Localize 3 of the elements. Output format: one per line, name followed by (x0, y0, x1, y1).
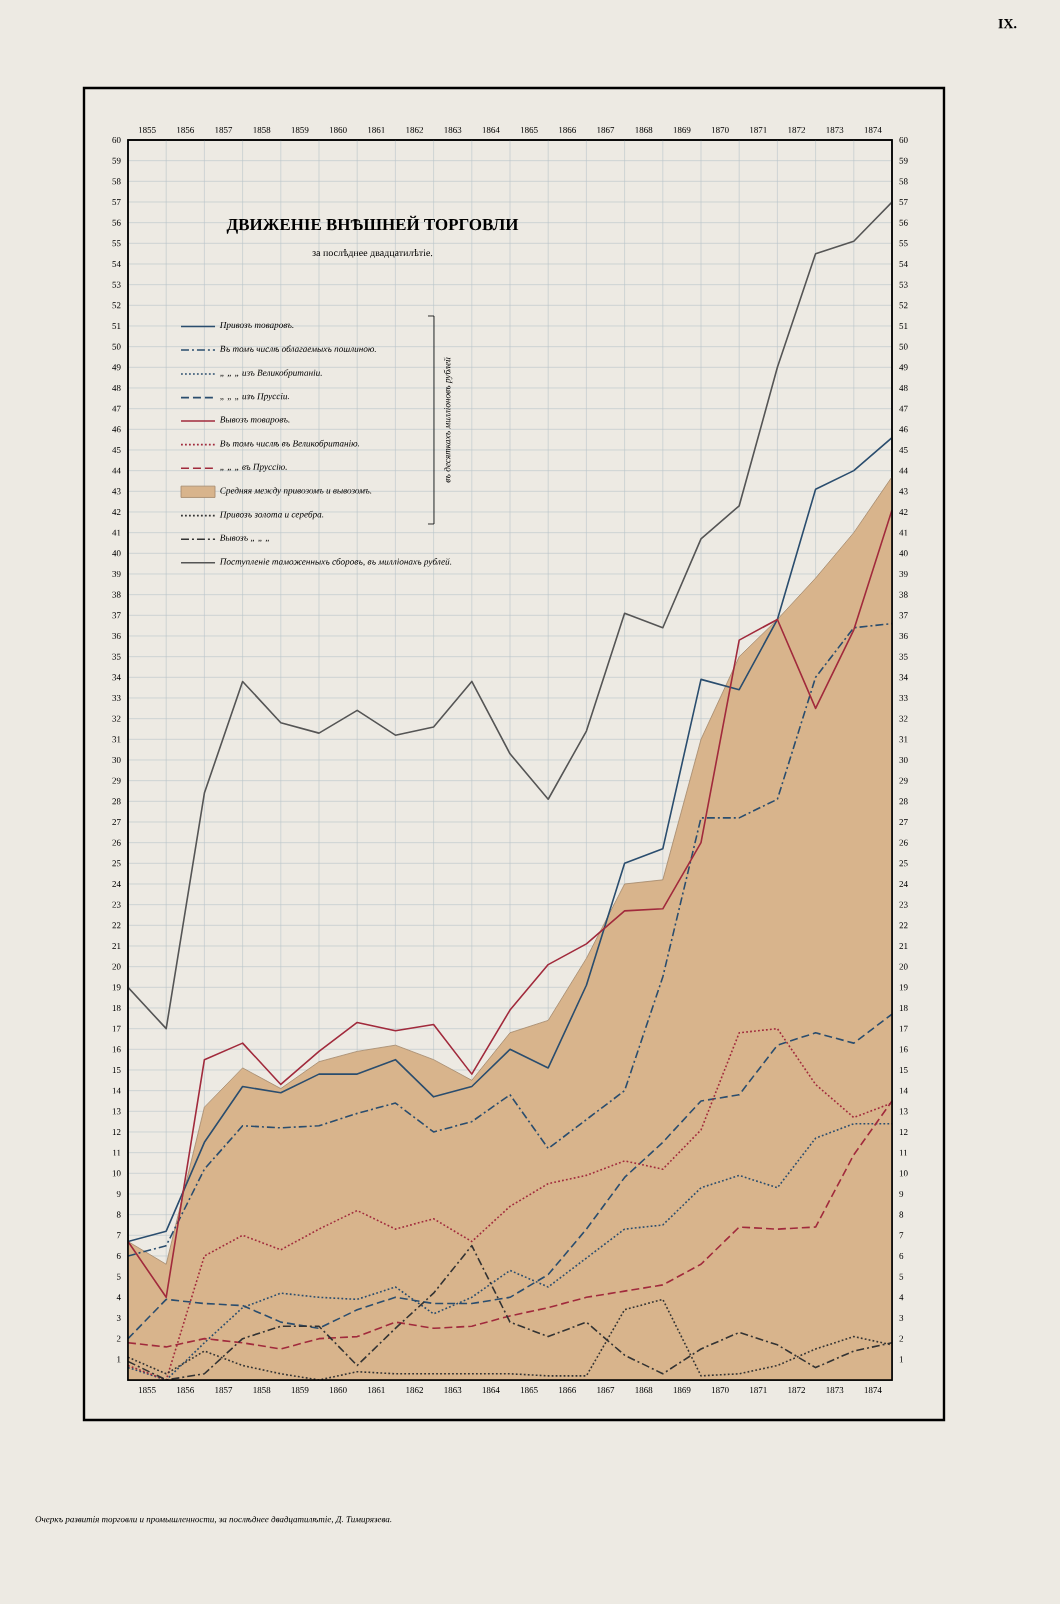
line-series (128, 201, 892, 1030)
text: ДВИЖЕНІЕ ВНѢШНЕЙ ТОРГОВЛИ (226, 215, 519, 234)
line-series (128, 622, 892, 1257)
